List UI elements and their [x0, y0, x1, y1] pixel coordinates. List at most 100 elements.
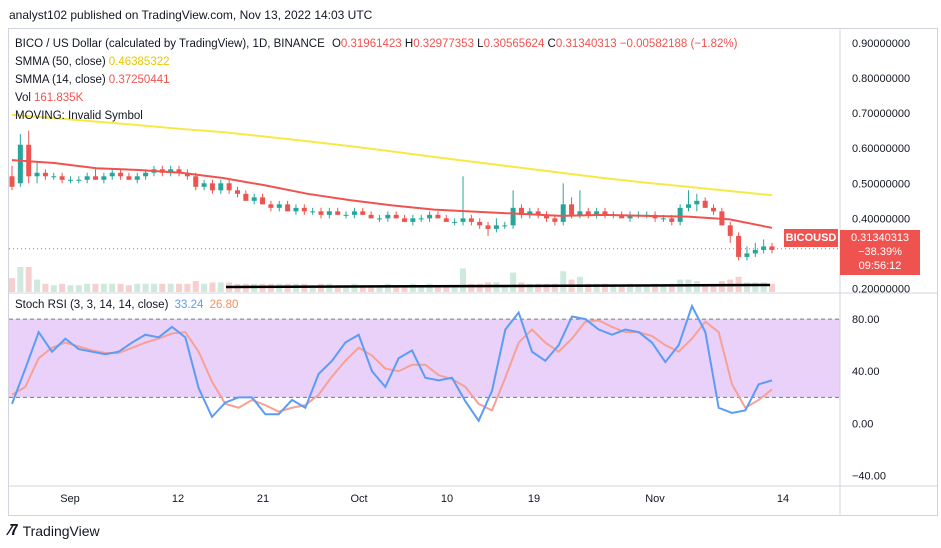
price-tag: 0.31340313 −38.39% 09:56:12 — [840, 230, 920, 275]
volume-bar — [510, 272, 517, 292]
volume-bar — [618, 285, 625, 292]
volume-bar — [67, 285, 74, 292]
sma14-value: 0.37250441 — [108, 74, 170, 86]
volume-bar — [476, 283, 483, 292]
price-tag-timer: 09:56:12 — [858, 260, 902, 272]
volume-bar — [376, 285, 383, 292]
sma14-label: SMMA (14, close) — [15, 74, 106, 86]
volume-bar — [769, 283, 775, 292]
volume-bar — [192, 281, 199, 292]
volume-bar — [117, 283, 124, 292]
volume-bar — [401, 285, 408, 292]
open-label: O — [331, 38, 341, 50]
candle-body — [619, 214, 625, 219]
candle-body — [335, 211, 341, 215]
volume-bar — [176, 283, 183, 292]
volume-bar — [418, 285, 425, 292]
candle-body — [234, 190, 240, 194]
candle-body — [727, 225, 733, 236]
volume-bar — [167, 283, 174, 292]
stoch-legend: Stoch RSI (3, 3, 14, 14, close) 33.24 26… — [15, 299, 238, 311]
candle-body — [209, 183, 215, 191]
stoch-tick-label: 80.00 — [852, 314, 880, 326]
volume-bar — [343, 285, 350, 292]
candle-body — [510, 207, 516, 226]
price-tick-label: 0.20000000 — [852, 283, 910, 295]
time-tick-label: 14 — [777, 493, 789, 505]
volume-bar — [359, 285, 366, 292]
candle-body — [201, 183, 207, 187]
candle-body — [343, 214, 349, 216]
candle-body — [685, 204, 691, 208]
candle-body — [694, 200, 700, 205]
support-trendline — [225, 283, 771, 289]
candle-body — [418, 218, 424, 220]
volume-bar — [109, 283, 116, 292]
volume-bar — [518, 282, 525, 292]
candle-body — [268, 204, 274, 208]
candle-body — [51, 176, 57, 178]
price-tick-label: 0.80000000 — [852, 73, 910, 85]
time-tick-label: 10 — [441, 493, 453, 505]
symbol-title: BICO / US Dollar (calculated by TradingV… — [15, 38, 325, 50]
candle-body — [660, 218, 666, 220]
volume-bar — [635, 285, 642, 292]
price-tick-label: 0.60000000 — [852, 143, 910, 155]
volume-bar — [84, 283, 91, 292]
volume-bar — [134, 283, 141, 292]
volume-bar — [743, 282, 750, 292]
candle-body — [527, 211, 533, 215]
candle-body — [276, 204, 282, 208]
candle-body — [260, 197, 266, 205]
candle-body — [585, 211, 591, 215]
close-label: C — [547, 38, 556, 50]
volume-bar — [668, 283, 675, 292]
candle-body — [594, 211, 600, 215]
price-tick-label: 0.90000000 — [852, 38, 910, 50]
candle-body — [502, 225, 508, 227]
volume-bar — [326, 283, 333, 292]
candle-body — [351, 211, 357, 215]
sma50-line — [11, 113, 773, 197]
candle-body — [168, 169, 174, 173]
stoch-tick-label: 0.00 — [852, 418, 873, 430]
volume-row: Vol 161.835K — [15, 89, 737, 107]
volume-bar — [368, 285, 375, 292]
candle-body — [310, 211, 316, 213]
candle-body — [326, 211, 332, 215]
time-tick-label: Oct — [350, 493, 367, 505]
volume-bar — [59, 283, 66, 292]
low-value: 0.30565624 — [483, 38, 545, 50]
candle-body — [485, 225, 491, 229]
volume-bar — [710, 283, 717, 292]
candle-body — [410, 218, 416, 222]
time-tick-label: Sep — [60, 493, 80, 505]
candle-body — [193, 176, 199, 187]
volume-bar — [393, 285, 400, 292]
volume-bar — [75, 285, 82, 292]
candle-body — [627, 214, 633, 219]
stoch-rsi-pane — [9, 303, 840, 423]
moving-row: MOVING: Invalid Symbol — [15, 107, 737, 125]
stoch-k-value: 33.24 — [174, 299, 204, 311]
chart-frame — [8, 28, 938, 516]
candle-body — [385, 214, 391, 219]
volume-bar — [610, 285, 617, 292]
candle-body — [460, 218, 466, 222]
candle-body — [118, 172, 124, 177]
candle-body — [360, 211, 366, 215]
volume-bar — [409, 283, 416, 292]
volume-bar — [576, 276, 583, 292]
volume-bar — [125, 285, 132, 292]
candle-body — [318, 211, 324, 215]
sma50-row: SMMA (50, close) 0.46385322 — [15, 53, 737, 71]
volume-bar — [627, 283, 634, 292]
price-tag-pct: −38.39% — [858, 246, 902, 258]
volume-bar — [384, 283, 391, 292]
candle-body — [134, 176, 140, 180]
volume-bar — [451, 285, 458, 292]
volume-bar — [9, 278, 15, 292]
candle-body — [93, 176, 99, 180]
candle-body — [285, 204, 291, 212]
